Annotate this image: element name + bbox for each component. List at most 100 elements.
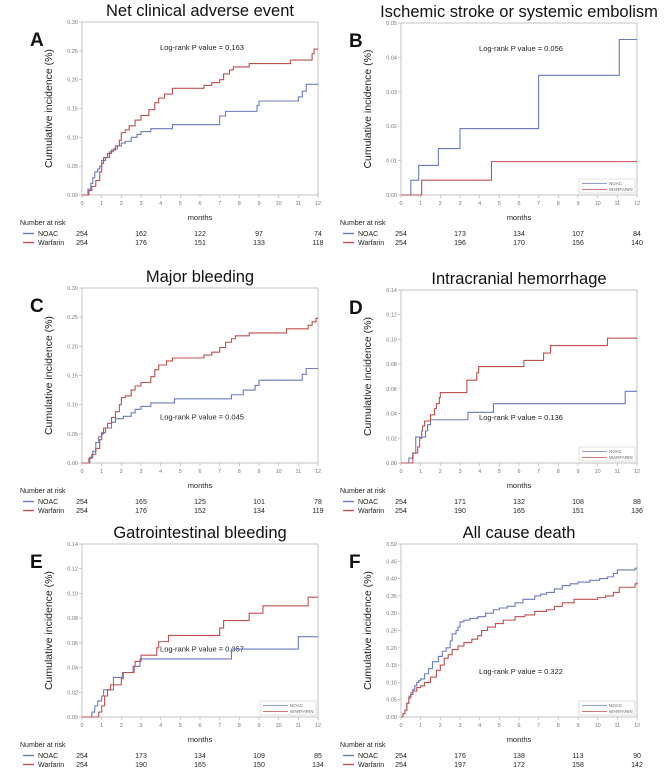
x-tick-label: 2 (439, 723, 442, 729)
chart-svg: All cause death F 0.00 0.05 0.10 0.15 0.20 0.25… (340, 524, 643, 769)
y-tick-label: 0.25 (67, 315, 78, 321)
y-tick-label: 0.40 (386, 577, 397, 583)
x-tick-label: 9 (257, 469, 260, 475)
risk-header: Number at risk (20, 488, 66, 495)
risk-value: 173 (135, 753, 147, 760)
y-tick-label: 0.00 (67, 193, 78, 199)
series-line-warfarin (82, 596, 318, 718)
y-tick-label: 0.45 (386, 559, 397, 565)
risk-value: 109 (253, 753, 265, 760)
x-tick-label: 6 (517, 723, 520, 729)
x-tick-label: 12 (634, 201, 640, 207)
risk-value: 107 (572, 231, 584, 238)
risk-label-noac: NOAC (358, 231, 378, 238)
y-axis-label: Cumulative incidence (%) (43, 49, 55, 168)
risk-value: 119 (312, 508, 323, 515)
risk-value: 125 (194, 499, 206, 506)
risk-label-warfarin: Warfarin (38, 762, 64, 769)
x-tick-label: 0 (399, 201, 402, 207)
risk-value: 176 (135, 240, 147, 247)
y-tick-label: 0.15 (67, 107, 78, 113)
risk-value: 140 (631, 240, 643, 247)
risk-value: 254 (395, 753, 407, 760)
chart-title: Ischemic stroke or systemic embolism (380, 3, 658, 21)
panel-letter: D (349, 298, 363, 319)
x-axis-label: months (507, 735, 532, 744)
plot-frame (400, 543, 638, 718)
risk-value: 254 (76, 240, 88, 247)
y-axis-label: Cumulative incidence (%) (43, 571, 55, 690)
risk-value: 152 (194, 508, 206, 515)
panel-letter: A (30, 30, 44, 51)
panel-letter: E (30, 552, 43, 573)
x-tick-label: 10 (276, 723, 282, 729)
chart-svg: Intracranial hemorrhage D 0.00 0.02 0.04 0.06… (340, 270, 643, 515)
x-tick-label: 1 (419, 201, 422, 207)
y-tick-label: 0.30 (67, 286, 78, 292)
risk-label-warfarin: Warfarin (38, 508, 64, 515)
pvalue-annotation: Log-rank P value = 0.163 (160, 43, 244, 52)
y-tick-label: 0.30 (386, 611, 397, 617)
y-tick-label: 0.02 (67, 690, 78, 696)
x-tick-label: 8 (238, 201, 241, 207)
y-tick-label: 0.35 (386, 594, 397, 600)
y-tick-label: 0.05 (386, 698, 397, 704)
risk-header: Number at risk (20, 742, 66, 749)
y-tick-label: 0.10 (386, 337, 397, 343)
x-tick-label: 3 (458, 469, 461, 475)
risk-value: 176 (135, 508, 147, 515)
x-tick-label: 4 (159, 469, 162, 475)
x-tick-label: 8 (557, 201, 560, 207)
risk-value: 176 (454, 753, 466, 760)
y-tick-label: 0.20 (67, 78, 78, 84)
legend-label-warfarin: WARFARIN (609, 455, 633, 460)
x-axis-label: months (188, 481, 213, 490)
legend-label-noac: NOAC (609, 181, 623, 186)
risk-value: 118 (312, 240, 323, 247)
y-tick-label: 0.04 (67, 666, 78, 672)
risk-value: 254 (395, 508, 407, 515)
x-tick-label: 1 (419, 469, 422, 475)
chart-title: Net clinical adverse event (106, 2, 294, 20)
x-tick-label: 2 (439, 469, 442, 475)
risk-value: 134 (194, 753, 206, 760)
x-tick-label: 6 (198, 201, 201, 207)
x-tick-label: 1 (100, 469, 103, 475)
x-tick-label: 5 (498, 469, 501, 475)
series-line-noac (401, 38, 637, 196)
risk-value: 196 (454, 240, 466, 247)
y-tick-label: 0.12 (386, 313, 397, 319)
risk-value: 254 (395, 762, 407, 769)
x-tick-label: 7 (218, 201, 221, 207)
risk-table: Number at risk NOAC 254 173 134 107 84 Warfarin… (340, 220, 643, 247)
y-tick-label: 0.02 (386, 436, 397, 442)
x-tick-label: 11 (295, 201, 301, 207)
risk-label-noac: NOAC (38, 499, 58, 506)
x-tick-label: 3 (139, 469, 142, 475)
x-tick-label: 9 (257, 201, 260, 207)
chart-title: Gatrointestinal bleeding (113, 524, 286, 542)
risk-value: 254 (76, 508, 88, 515)
series-line-warfarin (401, 582, 638, 718)
risk-header: Number at risk (340, 742, 386, 749)
x-tick-label: 7 (218, 723, 221, 729)
risk-value: 190 (454, 508, 466, 515)
y-tick-label: 0.00 (386, 715, 397, 721)
x-tick-label: 4 (478, 723, 481, 729)
risk-value: 173 (454, 231, 466, 238)
pvalue-annotation: Log-rank P value = 0.136 (479, 413, 563, 422)
y-tick-label: 0.20 (386, 646, 397, 652)
pvalue-annotation: Log-rank P value = 0.322 (479, 667, 563, 676)
chart-title: All cause death (463, 524, 576, 542)
x-tick-label: 4 (159, 723, 162, 729)
risk-value: 97 (255, 231, 263, 238)
risk-label-warfarin: Warfarin (358, 508, 384, 515)
y-tick-label: 0.08 (67, 616, 78, 622)
risk-value: 254 (395, 231, 407, 238)
x-tick-label: 3 (139, 723, 142, 729)
legend-label-noac: NOAC (609, 703, 623, 708)
y-tick-label: 0.30 (67, 20, 78, 26)
y-tick-label: 0.25 (67, 49, 78, 55)
chart-svg: Ischemic stroke or systemic embolism B 0.0… (340, 3, 658, 247)
series-line-warfarin (401, 337, 637, 464)
